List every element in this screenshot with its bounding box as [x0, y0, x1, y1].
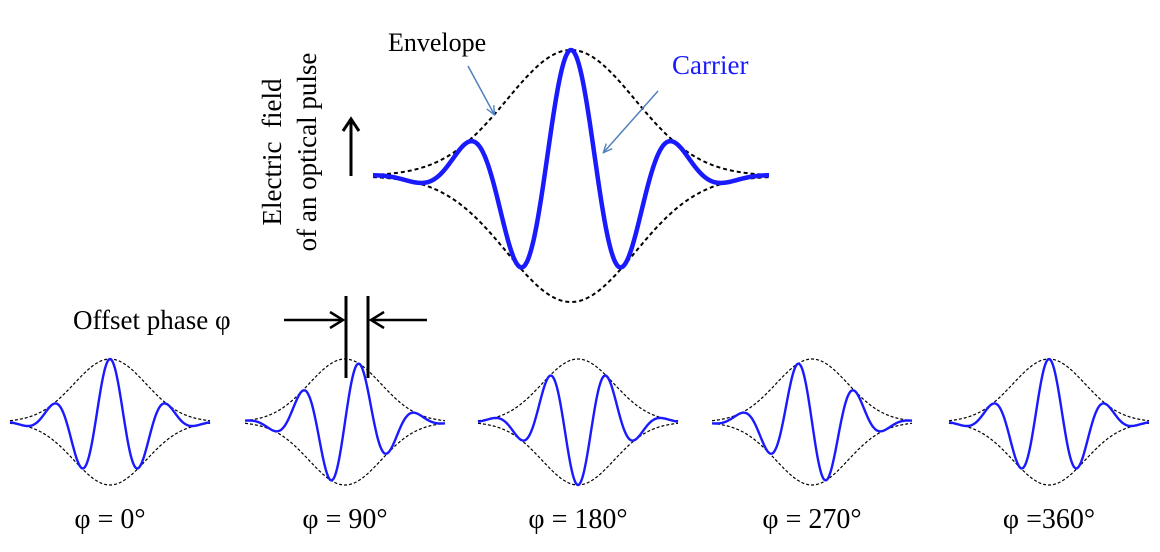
envelope-lower: [711, 422, 913, 486]
envelope-upper: [9, 358, 211, 422]
envelope-upper: [244, 358, 446, 422]
carrier-wave: [244, 362, 446, 482]
phase-pulse-180: [477, 358, 679, 487]
phase-label-90: φ = 90°: [302, 504, 387, 535]
phase-pulse-90: [244, 358, 446, 486]
phase-pulse-360: [948, 357, 1150, 486]
field-up-arrow: [341, 116, 361, 176]
phase-label-0: φ = 0°: [74, 504, 145, 535]
main-carrier-wave: [373, 47, 769, 270]
axis-label-line2: of an optical pulse: [292, 53, 322, 252]
offset-phase-label: Offset phase φ: [73, 305, 231, 335]
carrier-callout-arrow: [604, 90, 659, 152]
phase-pulse-row: [9, 357, 1150, 487]
main-envelope-lower: [373, 176, 769, 303]
phase-label-360: φ =360°: [1003, 504, 1095, 535]
envelope-lower: [948, 422, 1150, 486]
envelope-lower: [244, 422, 446, 486]
envelope-upper: [711, 358, 913, 422]
carrier-wave: [948, 357, 1150, 470]
envelope-upper: [948, 358, 1150, 422]
axis-label-line1: Electric field: [257, 78, 287, 225]
phase-label-270: φ = 270°: [762, 504, 861, 535]
envelope-lower: [477, 422, 679, 486]
phase-label-row: φ = 0° φ = 90° φ = 180° φ = 270° φ =360°: [74, 504, 1095, 535]
envelope-callout-arrow: [467, 65, 494, 114]
envelope-lower: [9, 422, 211, 486]
phase-pulse-270: [711, 358, 913, 486]
envelope-label: Envelope: [388, 28, 486, 57]
carrier-wave: [9, 357, 211, 470]
carrier-wave: [477, 374, 679, 487]
envelope-upper: [477, 358, 679, 422]
carrier-wave: [711, 362, 913, 482]
phase-pulse-0: [9, 357, 211, 486]
main-pulse: [373, 47, 769, 303]
phase-label-180: φ = 180°: [528, 504, 627, 535]
carrier-label: Carrier: [672, 50, 748, 80]
offset-phase-marker: [284, 296, 427, 378]
